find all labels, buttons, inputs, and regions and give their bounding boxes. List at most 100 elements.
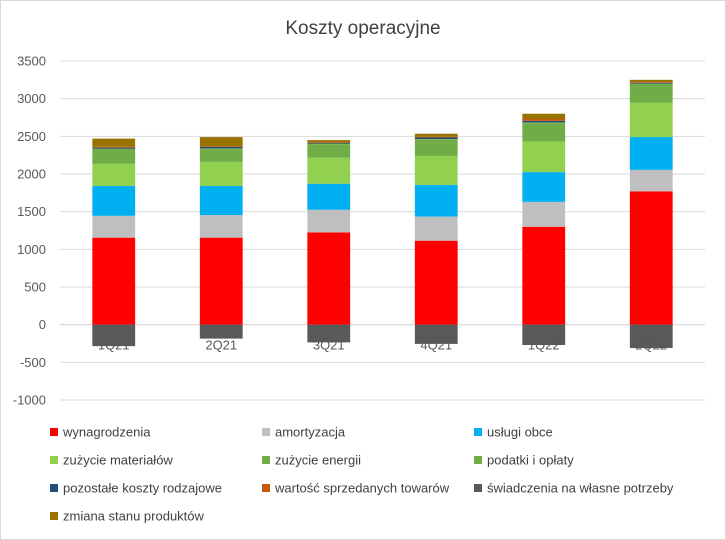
x-tick-label: 1Q21 [98,338,130,353]
legend-label: podatki i opłaty [487,453,574,468]
legend-label: zużycie materiałów [63,453,173,468]
legend-item: zmiana stanu produktów [50,509,205,524]
bar-segment [414,139,458,156]
legend-item: wartość sprzedanych towarów [262,481,450,496]
bar-segment [414,324,458,344]
bar-segment [92,215,136,238]
legend-item: podatki i opłaty [474,453,574,468]
bar-segment [629,83,673,85]
bar-segment [522,120,566,123]
chart-title: Koszty operacyjne [285,18,440,39]
bar-segment [307,157,351,184]
x-tick-label: 2Q22 [635,338,667,353]
y-tick-label: 500 [24,280,46,295]
bar-segment [522,122,566,124]
legend-label: zmiana stanu produktów [63,509,205,524]
bar-segment [307,144,351,158]
bar-segment [199,146,243,147]
bar-segment [522,119,566,121]
legend-swatch [474,484,482,492]
bar-segment [629,82,673,83]
bar-segment [307,232,351,325]
legend-swatch [474,456,482,464]
bar-segment [92,186,136,216]
bar-segment [414,136,458,138]
y-tick-label: 2000 [17,167,46,182]
bar-segment [307,183,351,210]
legend-label: świadczenia na własne potrzeby [487,481,674,496]
y-tick-label: 2500 [17,129,46,144]
bar-segment [92,147,136,149]
bar-segment [92,149,136,164]
legend-item: zużycie energii [262,453,361,468]
bar-segment [307,209,351,233]
bar-segment [522,123,566,142]
bar-segment [629,169,673,192]
gridlines [60,60,705,401]
bar-segment [199,148,243,150]
bar-segment [92,148,136,150]
legend-label: wartość sprzedanych towarów [274,481,450,496]
bars [92,79,673,349]
legend-label: zużycie energii [275,453,361,468]
y-tick-label: 1500 [17,204,46,219]
bar-segment [199,137,243,147]
bar-segment [92,163,136,187]
bar-segment [414,240,458,325]
legend-swatch [50,484,58,492]
bar-segment [629,324,673,349]
bar-segment [414,138,458,140]
y-tick-label: 3500 [17,54,46,69]
bar-segment [307,140,351,142]
bar-segment [629,102,673,138]
legend-label: wynagrodzenia [62,425,151,440]
bar-segment [199,324,243,339]
bar-segment [522,324,566,346]
bar-segment [629,84,673,103]
legend-swatch [50,428,58,436]
x-tick-label: 1Q22 [528,338,560,353]
x-axis-ticks: 1Q21 2Q21 3Q21 4Q21 1Q22 2Q22 [98,338,667,353]
y-tick-label: 0 [39,317,46,332]
legend-label: pozostałe koszty rodzajowe [63,481,222,496]
bar-segment [199,215,243,238]
bar-segment [199,186,243,216]
bar-segment [629,79,673,83]
bar-segment [629,191,673,325]
bar-segment [199,149,243,162]
y-tick-label: -1000 [13,393,46,408]
legend-swatch [262,428,270,436]
legend-item: wynagrodzenia [50,425,151,440]
legend: wynagrodzenia amortyzacja usługi obce zużyc… [50,425,674,524]
bar-segment [629,82,673,84]
legend-item: pozostałe koszty rodzajowe [50,481,222,496]
bar-segment [414,133,458,137]
bar-segment [307,142,351,144]
bar-segment [522,172,566,202]
bar-segment [629,137,673,170]
legend-label: usługi obce [487,425,553,440]
y-axis-ticks: 3500 3000 2500 2000 1500 1000 500 0 -500 -1000 [13,54,46,408]
legend-swatch [50,456,58,464]
y-tick-label: -500 [20,355,46,370]
legend-item: usługi obce [474,425,553,440]
bar-segment [522,226,566,325]
legend-swatch [50,512,58,520]
bar-segment [92,237,136,325]
legend-swatch [262,456,270,464]
bar-segment [414,216,458,241]
x-tick-label: 3Q21 [313,338,345,353]
bar-segment [199,161,243,187]
x-tick-label: 4Q21 [420,338,452,353]
bar-segment [522,113,566,120]
legend-swatch [262,484,270,492]
legend-item: świadczenia na własne potrzeby [474,481,674,496]
bar-segment [307,143,351,145]
legend-item: zużycie materiałów [50,453,173,468]
legend-item: amortyzacja [262,425,346,440]
y-tick-label: 3000 [17,91,46,106]
bar-segment [92,324,136,347]
bar-segment [307,324,351,343]
bar-segment [522,201,566,227]
